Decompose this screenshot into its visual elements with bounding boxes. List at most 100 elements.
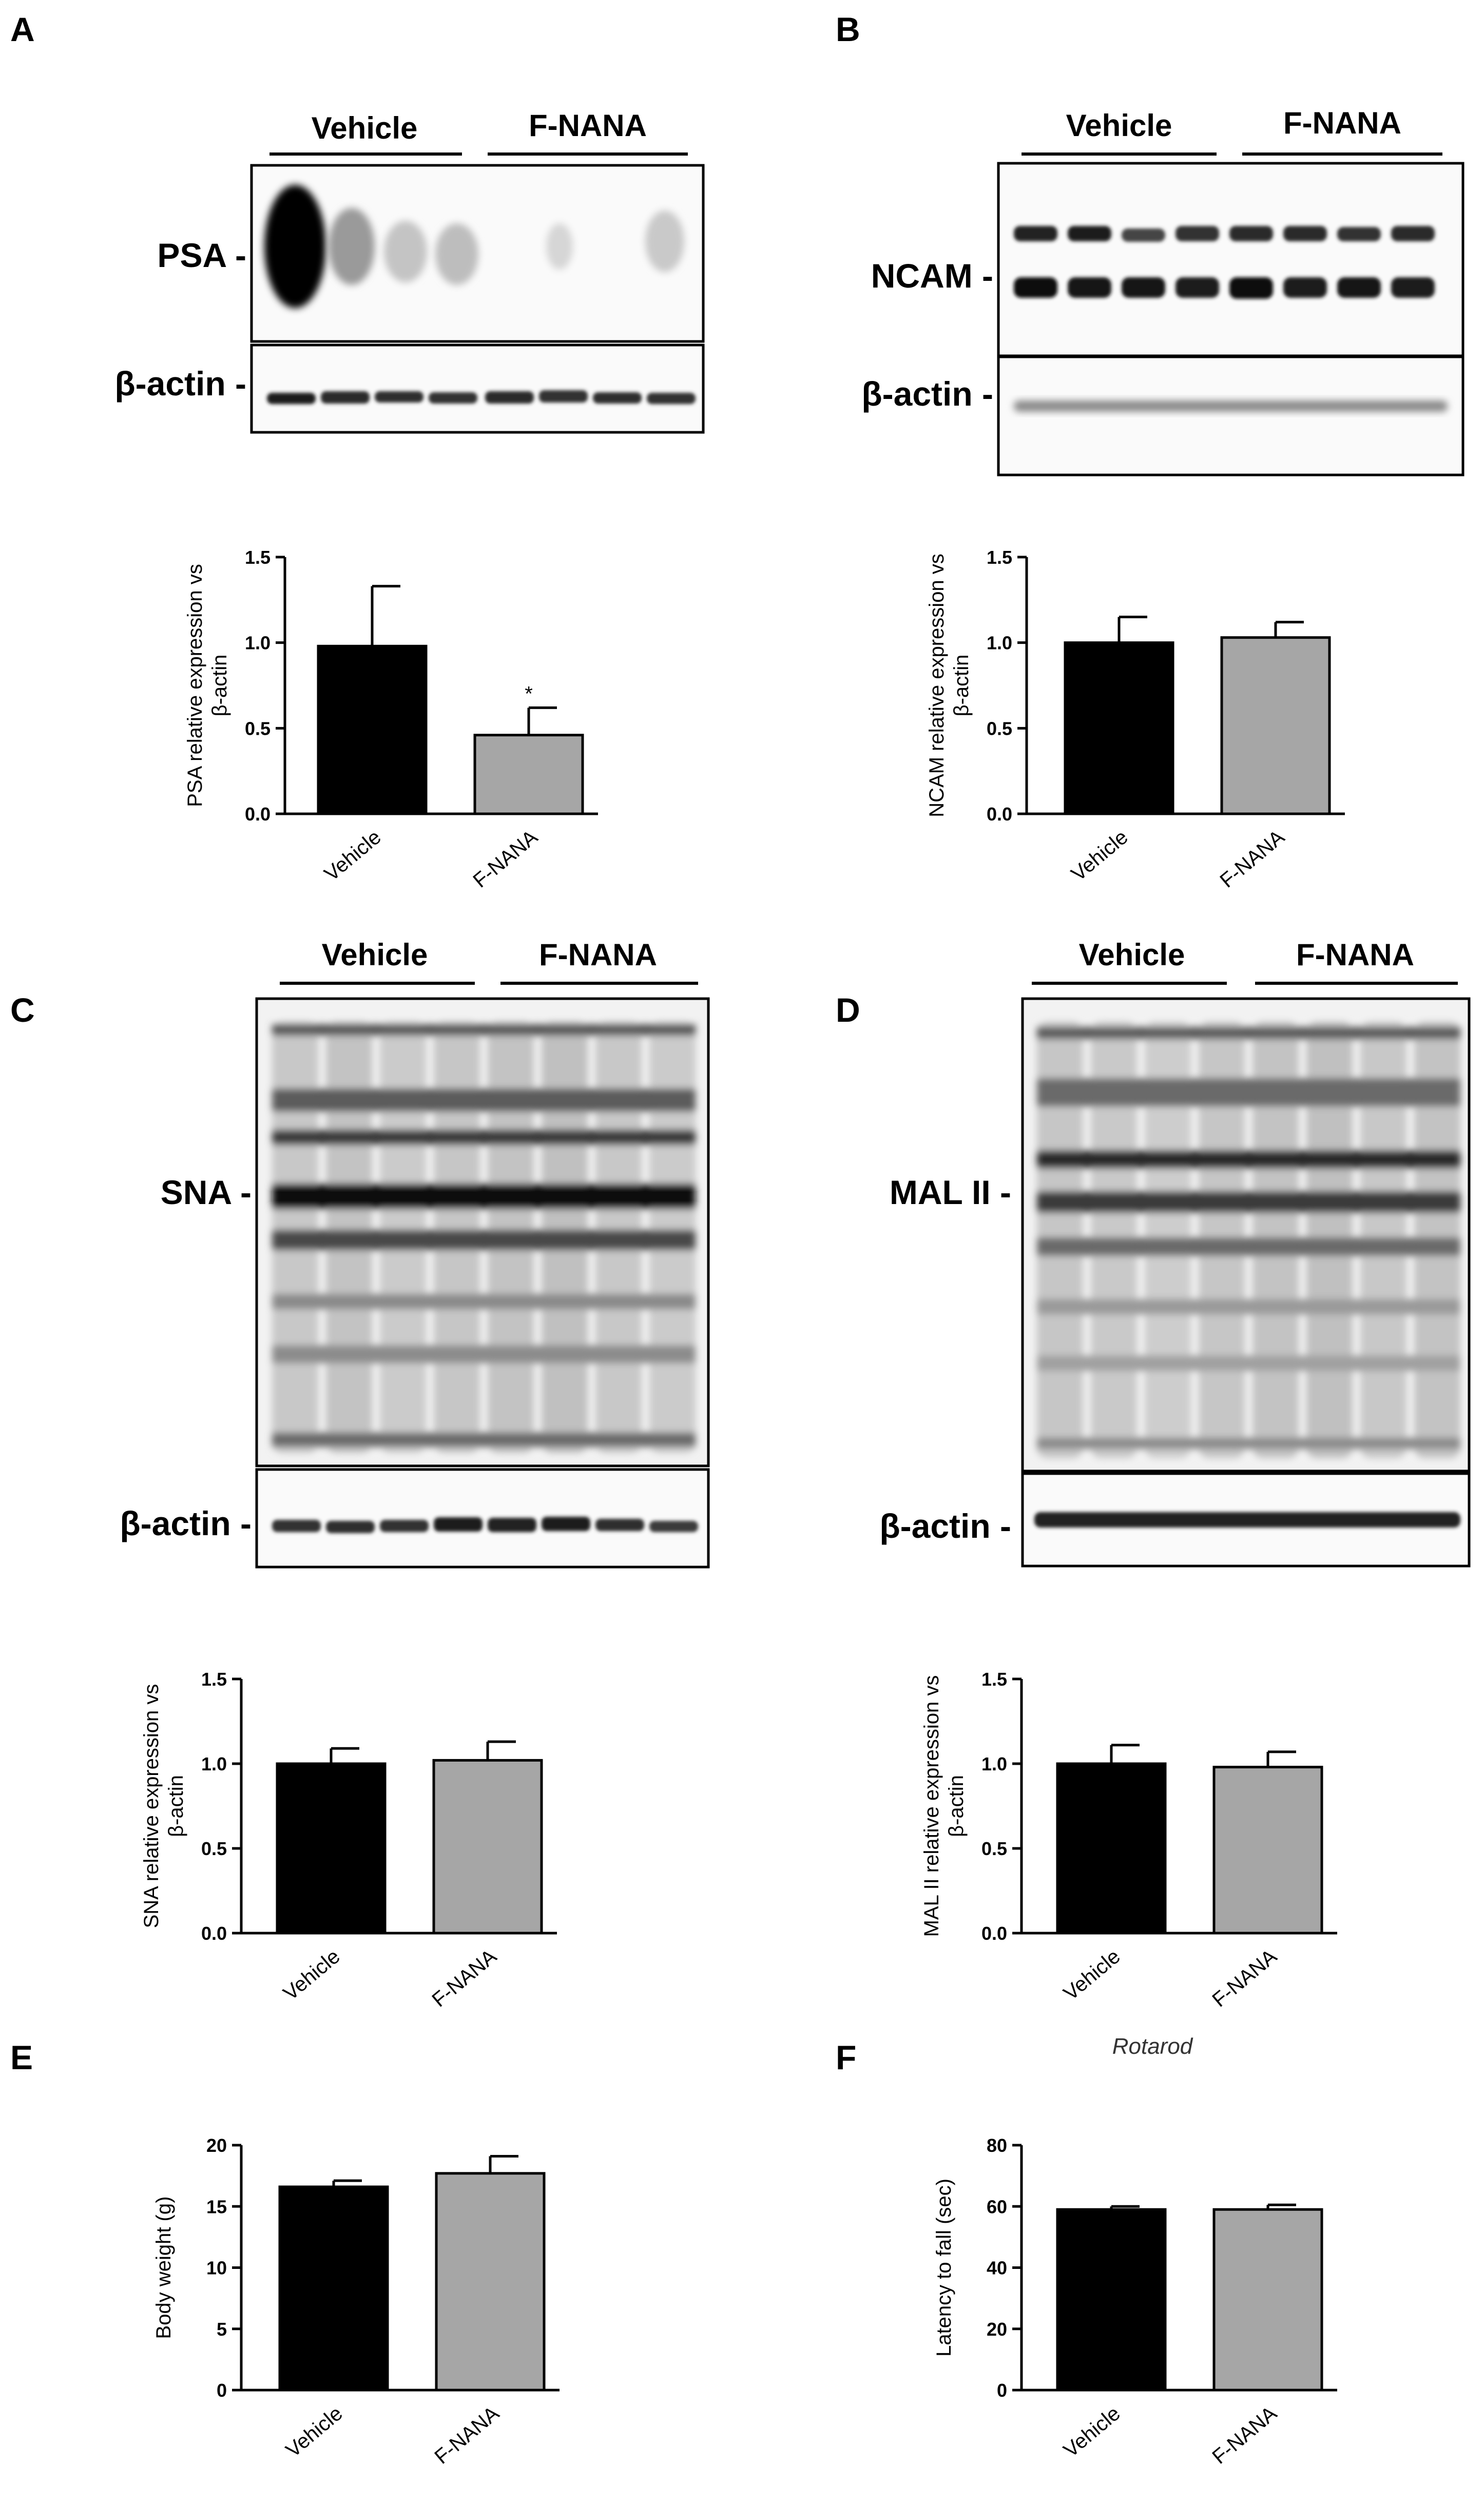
bar-vehicle [276,1762,387,1935]
panel-label-d: D [836,991,860,1029]
y-axis-label-line: β-actin [945,1775,968,1837]
blot-a-band [645,211,684,272]
blot-b-group-vehicle: Vehicle [1066,108,1172,143]
y-tick-label: 40 [987,2258,1007,2279]
y-axis-label-line: PSA relative expression vs [184,564,206,807]
blot-b-band-lower [1283,277,1327,298]
y-tick-label: 20 [987,2319,1007,2340]
blot-a-band [435,223,478,285]
y-tick-label: 0.5 [987,718,1012,739]
blot-b-band-upper [1175,226,1219,241]
x-tick-label: Vehicle [1067,826,1132,886]
y-tick-label: 20 [206,2135,227,2156]
bar-vehicle [317,644,428,815]
bar-fnana [1212,1766,1323,1935]
blot-c-actin-label: β-actin - [120,1504,252,1542]
y-axis-label-line: β-actin [208,655,231,717]
x-tick-label: Vehicle [279,1945,344,2005]
bar-fnana [473,734,584,815]
y-tick-label: 1.5 [987,547,1012,568]
blot-c-actin-band [595,1519,644,1531]
blot-b-band-upper [1122,228,1165,242]
blot-b-target-membrane [997,162,1464,357]
y-tick-label: 1.0 [981,1753,1007,1774]
blot-a-band [329,208,375,285]
x-tick-label: Vehicle [282,2402,347,2462]
blot-a: Vehicle F-NANA PSA - β-actin - [114,108,705,434]
y-tick-label: 80 [987,2135,1007,2156]
y-axis-label: Latency to fall (sec) [933,2179,955,2357]
y-tick-label: 0.0 [987,804,1012,825]
rotarod-annotation: Rotarod [1112,2034,1193,2059]
y-tick-label: 10 [206,2258,227,2279]
blot-c-actin-band [434,1517,483,1532]
blot-a-actin-band [593,392,642,404]
panel-label-a: A [10,10,35,48]
y-tick-label: 0.0 [981,1923,1007,1944]
blot-a-band [275,200,316,282]
blot-d-target-label: MAL II - [890,1173,1011,1211]
blot-b-band-lower [1337,277,1381,298]
y-tick-label: 1.5 [981,1669,1007,1690]
blot-b-band-lower [1229,277,1273,299]
blot-b: Vehicle F-NANA NCAM - β-actin - [861,106,1464,476]
blot-b-band-upper [1014,226,1057,241]
blot-b-band-upper [1337,227,1381,241]
blot-a-band [384,221,427,282]
y-tick-label: 1.0 [245,633,271,654]
y-tick-label: 0.5 [201,1838,227,1859]
chart-a: 0.0 0.5 1.0 1.5 PSA relative expression vs β-… [184,547,598,892]
blot-c-actin-band [380,1520,429,1532]
chart-b: 0.0 0.5 1.0 1.5 NCAM relative expression vs β… [926,547,1345,892]
blot-a-group-vehicle: Vehicle [312,111,418,145]
blot-b-target-label: NCAM - [871,257,993,295]
y-axis-label-line: NCAM relative expression vs [926,553,948,817]
y-axis-label-line: Body weight (g) [152,2197,175,2339]
y-axis-label-line: SNA relative expression vs [140,1684,163,1929]
blot-d-actin-band [1034,1512,1460,1528]
blot-b-band-upper [1068,226,1111,241]
x-tick-label: F-NANA [430,2402,504,2469]
significance-marker: * [525,682,533,705]
blot-b-band-lower [1014,277,1057,298]
x-tick-label: Vehicle [320,826,386,886]
y-tick-label: 0.0 [201,1923,227,1944]
blot-d-group-fnana: F-NANA [1296,938,1414,972]
panel-label-b: B [836,10,860,48]
blot-b-band-lower [1391,277,1435,298]
blot-a-target-label: PSA - [157,236,246,274]
blot-c-actin-band [272,1520,321,1532]
blot-b-group-fnana: F-NANA [1283,106,1401,140]
blot-a-actin-band [485,391,534,404]
bar-fnana [1212,2208,1323,2392]
y-axis-label-line: β-actin [950,655,973,717]
blot-c-actin-membrane [255,1468,710,1569]
x-tick-label: Vehicle [1059,2402,1125,2462]
bar-fnana [432,1759,543,1935]
y-tick-label: 1.0 [987,633,1012,654]
blot-a-actin-band [321,391,370,404]
y-tick-label: 1.5 [201,1669,227,1690]
blot-b-band-upper [1283,226,1327,241]
blot-a-actin-band [267,393,316,404]
blot-c-smear [272,1022,696,1453]
blot-a-band [546,223,573,270]
y-tick-label: 0.0 [245,804,271,825]
y-tick-label: 0 [217,2380,227,2401]
blot-b-actin-membrane [997,355,1464,476]
chart-e: 0 5 10 15 20 Body weight (g) Vehicle F-NANA [152,2135,560,2469]
y-tick-label: 5 [217,2319,227,2340]
x-tick-label: Vehicle [1059,1945,1125,2005]
blot-c-actin-band [649,1521,698,1532]
blot-c-target-label: SNA - [161,1173,252,1211]
y-axis-label-line: MAL II relative expression vs [920,1675,943,1937]
blot-b-band-upper [1391,226,1435,241]
chart-f: 0 20 40 60 80 Latency to fall (sec) Vehicle F-N… [933,2135,1337,2469]
panel-label-f: F [836,2038,856,2076]
bar-vehicle [278,2185,389,2392]
y-tick-label: 15 [206,2196,227,2217]
blot-c-actin-band [488,1518,536,1532]
blot-c-actin-band [326,1521,375,1533]
